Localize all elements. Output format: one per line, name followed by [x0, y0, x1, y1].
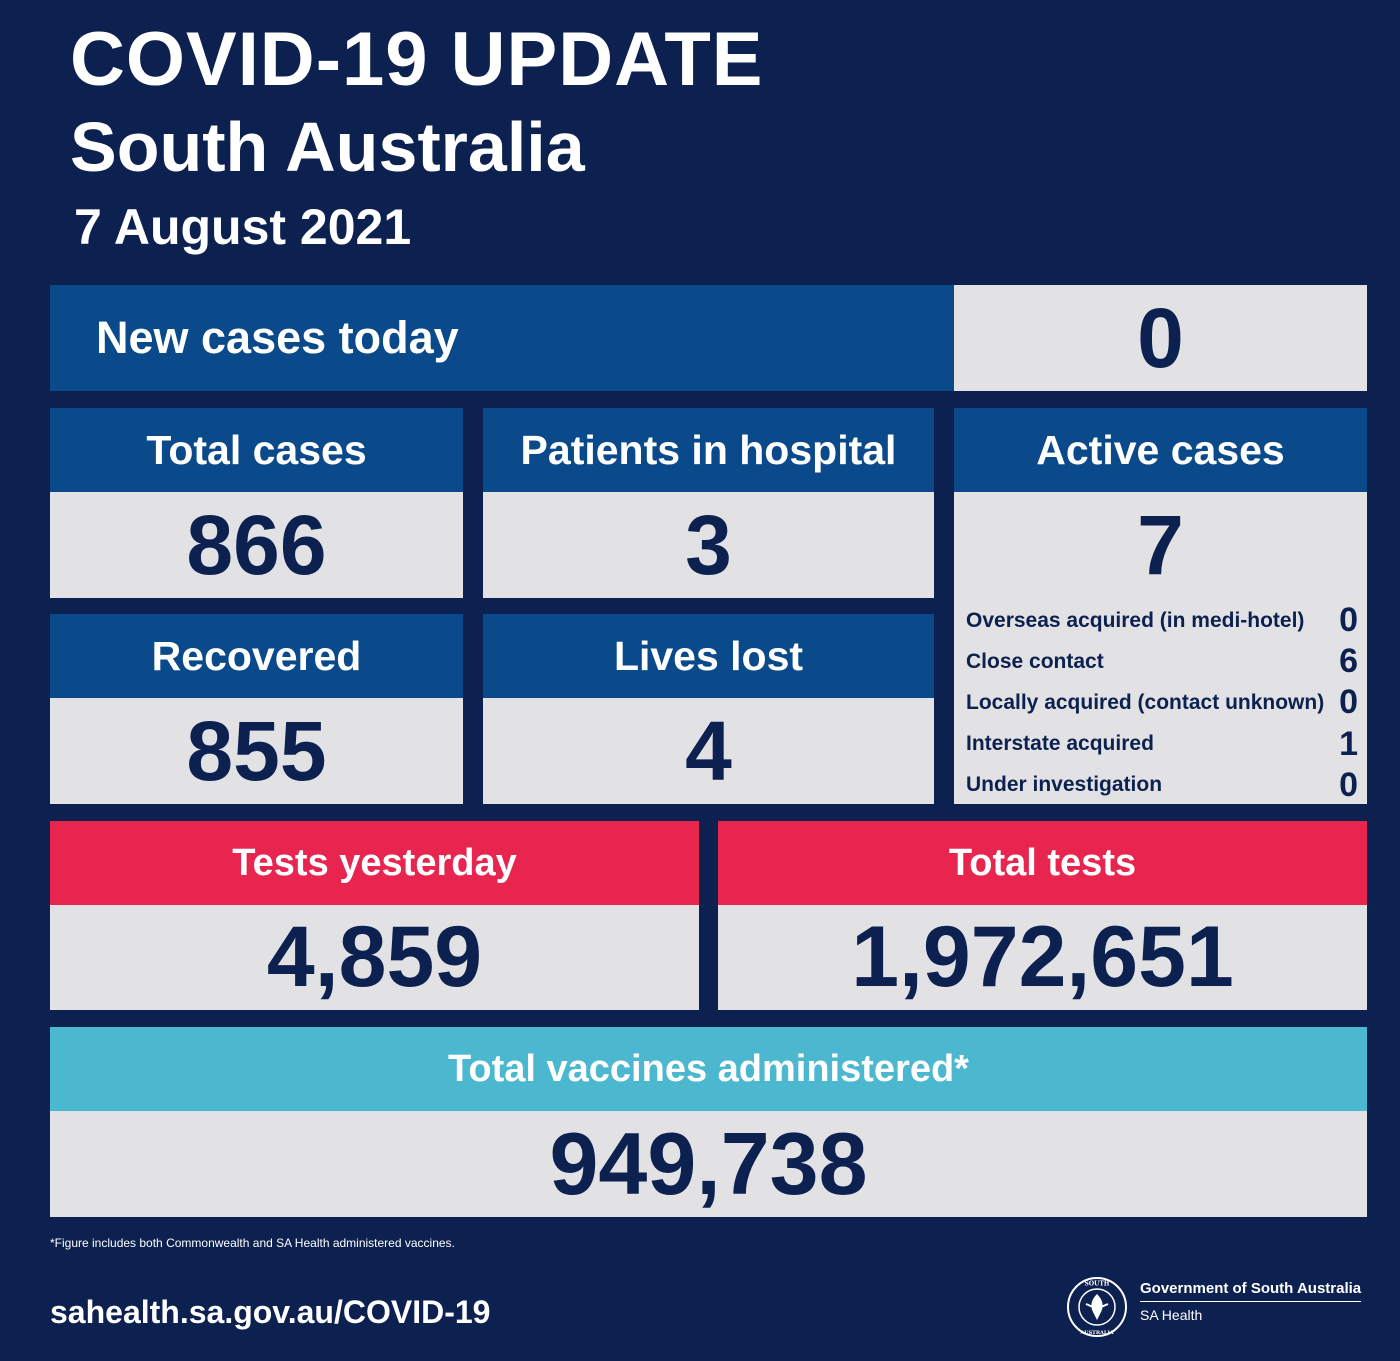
recovered-value: 855: [50, 698, 463, 804]
breakdown-row-interstate: Interstate acquired 1: [966, 724, 1362, 765]
total-tests-value: 1,972,651: [718, 905, 1367, 1010]
breakdown-value: 0: [1339, 601, 1358, 640]
active-cases-value: 7: [1137, 497, 1184, 592]
new-cases-value: 0: [954, 285, 1367, 391]
region-subtitle: South Australia: [70, 108, 585, 186]
active-cases-breakdown: Overseas acquired (in medi-hotel) 0 Clos…: [966, 600, 1362, 806]
government-name-block: Government of South Australia SA Health: [1140, 1280, 1362, 1323]
vaccines-value: 949,738: [50, 1111, 1367, 1217]
state-seal-icon: SOUTH AUSTRALIA: [1067, 1277, 1127, 1337]
lives-lost-value: 4: [483, 698, 934, 804]
vaccine-footnote: *Figure includes both Commonwealth and S…: [50, 1236, 455, 1250]
update-date: 7 August 2021: [74, 199, 412, 255]
patients-in-hospital-label: Patients in hospital: [483, 408, 934, 492]
breakdown-label: Under investigation: [966, 773, 1163, 797]
lives-lost-label: Lives lost: [483, 614, 934, 698]
active-cases-label: Active cases: [954, 408, 1367, 492]
breakdown-row-under-investigation: Under investigation 0: [966, 765, 1362, 806]
page-title: COVID-19 UPDATE: [70, 17, 764, 102]
breakdown-row-locally-acquired: Locally acquired (contact unknown) 0: [966, 682, 1362, 723]
total-cases-label: Total cases: [50, 408, 463, 492]
seal-text-bottom: AUSTRALIA: [1079, 1330, 1113, 1336]
active-cases-panel: [954, 492, 1367, 804]
website-link[interactable]: sahealth.sa.gov.au/COVID-19: [50, 1294, 491, 1330]
breakdown-row-overseas: Overseas acquired (in medi-hotel) 0: [966, 600, 1362, 641]
seal-text-top: SOUTH: [1085, 1281, 1110, 1288]
total-cases-value: 866: [50, 492, 463, 598]
breakdown-label: Interstate acquired: [966, 732, 1154, 756]
breakdown-value: 1: [1339, 724, 1358, 763]
government-name: Government of South Australia: [1140, 1280, 1362, 1302]
patients-in-hospital-value: 3: [483, 492, 934, 598]
government-logo: SOUTH AUSTRALIA Government of South Aust…: [1066, 1276, 1366, 1342]
vaccines-label: Total vaccines administered*: [50, 1027, 1367, 1111]
recovered-label: Recovered: [50, 614, 463, 698]
breakdown-value: 6: [1339, 642, 1358, 681]
department-name: SA Health: [1140, 1307, 1203, 1323]
tests-yesterday-value: 4,859: [50, 905, 699, 1010]
new-cases-label: New cases today: [50, 285, 954, 391]
breakdown-value: 0: [1339, 765, 1358, 804]
breakdown-label: Locally acquired (contact unknown): [966, 690, 1325, 714]
breakdown-row-close-contact: Close contact 6: [966, 641, 1362, 682]
total-tests-label: Total tests: [718, 821, 1367, 905]
breakdown-label: Overseas acquired (in medi-hotel): [966, 608, 1305, 632]
breakdown-value: 0: [1339, 683, 1358, 722]
tests-yesterday-label: Tests yesterday: [50, 821, 699, 905]
breakdown-label: Close contact: [966, 649, 1104, 673]
